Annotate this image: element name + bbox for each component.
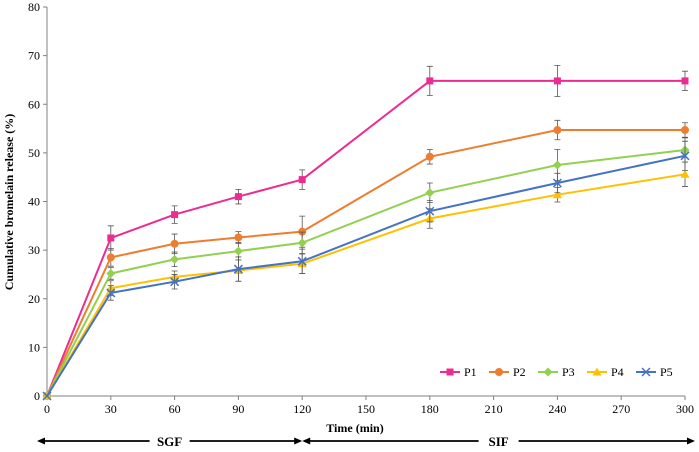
x-tick-label: 30 xyxy=(105,402,117,416)
data-point-p5 xyxy=(233,264,243,274)
data-point-p5 xyxy=(680,151,690,161)
phase-arrow-left-sif xyxy=(302,437,311,445)
phase-label-sgf: SGF xyxy=(157,434,182,449)
phase-annotations: SGF SIF xyxy=(37,432,695,449)
legend-marker-p1 xyxy=(446,368,454,376)
phase-sgf: SGF xyxy=(37,432,303,449)
x-tick-label: 0 xyxy=(44,402,50,416)
legend-marker-p3 xyxy=(543,367,553,377)
x-tick-label: 150 xyxy=(357,402,375,416)
data-point-p1 xyxy=(171,211,179,219)
data-point-p1 xyxy=(553,77,561,85)
x-tick-label: 90 xyxy=(232,402,244,416)
legend-label-p5: P5 xyxy=(660,365,673,379)
data-point-p4 xyxy=(680,169,690,178)
series-line-p2 xyxy=(46,129,685,397)
data-point-p2 xyxy=(681,126,689,135)
legend-label-p3: P3 xyxy=(562,365,575,379)
data-point-p1 xyxy=(426,77,434,85)
y-tick-label: 40 xyxy=(28,195,40,209)
y-tick-label: 30 xyxy=(28,243,40,257)
series-p2 xyxy=(43,119,689,400)
y-tick-label: 80 xyxy=(28,0,40,14)
legend-item-p3: P3 xyxy=(538,365,575,379)
series-line-p1 xyxy=(46,79,685,397)
series-line-p3 xyxy=(46,149,686,397)
series-line-p5 xyxy=(46,154,686,397)
phase-label-sif: SIF xyxy=(488,434,508,449)
phase-sif: SIF xyxy=(302,432,695,449)
data-point-p2 xyxy=(234,233,243,242)
legend-label-p2: P2 xyxy=(513,365,526,379)
x-tick-label: 210 xyxy=(485,402,503,416)
phase-arrow-right-sif xyxy=(687,437,695,445)
data-point-p5 xyxy=(170,277,180,287)
data-point-p4 xyxy=(552,190,562,199)
x-tick-label: 60 xyxy=(169,402,181,416)
y-tick-label: 0 xyxy=(34,389,40,403)
x-tick-label: 240 xyxy=(548,402,566,416)
data-point-p2 xyxy=(425,152,434,161)
data-point-p5 xyxy=(425,206,435,216)
data-point-p2 xyxy=(170,239,179,248)
x-tick-label: 180 xyxy=(421,402,439,416)
data-point-p2 xyxy=(553,126,562,135)
series-p5 xyxy=(42,140,690,401)
data-point-p2 xyxy=(298,227,307,236)
x-tick-label: 120 xyxy=(293,402,311,416)
legend-marker-p4 xyxy=(592,367,602,376)
y-tick-label: 10 xyxy=(28,340,40,354)
phase-arrow-left-sgf xyxy=(37,437,45,445)
phase-arrow-right-sgf xyxy=(294,437,303,445)
chart-marks xyxy=(42,64,690,401)
data-point-p3 xyxy=(552,160,562,170)
phase-label-bg-sif xyxy=(478,432,519,448)
data-point-p3 xyxy=(106,268,116,278)
legend-label-p4: P4 xyxy=(611,365,624,379)
legend-item-p5: P5 xyxy=(636,365,673,379)
data-point-p1 xyxy=(681,77,689,85)
y-tick-label: 20 xyxy=(28,292,40,306)
data-point-p3 xyxy=(170,254,180,264)
data-point-p5 xyxy=(42,391,52,401)
y-axis-title: Cumulative bromelain release (%) xyxy=(2,114,16,291)
data-point-p5 xyxy=(552,178,562,188)
legend-item-p4: P4 xyxy=(587,365,624,379)
phase-label-bg-sgf xyxy=(149,432,190,448)
x-tick-label: 270 xyxy=(612,402,630,416)
legend-item-p1: P1 xyxy=(440,365,477,379)
data-point-p5 xyxy=(106,288,116,298)
legend-marker-p5 xyxy=(641,367,651,377)
x-tick-label: 300 xyxy=(676,402,694,416)
legend-marker-p2 xyxy=(495,368,503,376)
axes: 0 10 20 30 40 50 60 70 80 0 30 60 90 120 150 180 210 240 2… xyxy=(28,0,694,416)
legend-item-p2: P2 xyxy=(489,365,526,379)
legend-label-p1: P1 xyxy=(464,365,477,379)
data-point-p1 xyxy=(298,176,306,184)
data-point-p3 xyxy=(425,188,435,198)
series-p1 xyxy=(43,64,689,400)
data-point-p1 xyxy=(107,234,115,242)
data-point-p1 xyxy=(234,193,242,201)
y-tick-label: 50 xyxy=(28,146,40,160)
series-line-p4 xyxy=(46,173,686,397)
data-point-p2 xyxy=(106,253,115,262)
data-point-p3 xyxy=(297,238,307,248)
series-p4 xyxy=(42,161,690,400)
x-axis-title: Time (min) xyxy=(326,421,383,435)
y-tick-label: 70 xyxy=(28,49,40,63)
data-point-p5 xyxy=(297,256,307,266)
series-p3 xyxy=(42,137,690,401)
y-tick-label: 60 xyxy=(28,97,40,111)
data-point-p3 xyxy=(233,246,243,256)
legend: P1 P2 P3 P4 P5 xyxy=(440,365,673,379)
